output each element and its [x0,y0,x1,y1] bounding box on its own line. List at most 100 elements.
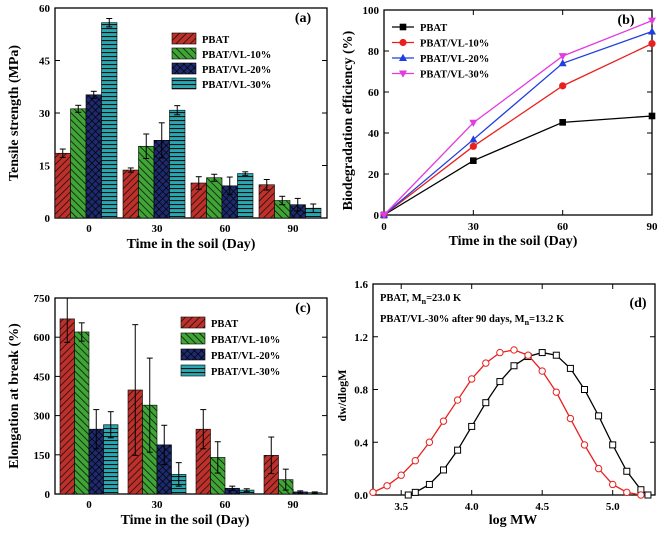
legend-swatch [180,316,206,329]
y-axis-label: Elongation at break (%) [7,323,22,469]
bar-PBAT [122,169,139,219]
data-point-PBAT/VL-30% [558,53,567,61]
x-tick-label: 90 [288,223,300,235]
y-tick-label: 0 [45,213,51,225]
data-point-1 [637,491,645,499]
data-point-1 [411,457,419,465]
y-axis-label: Tensile strength (MPa) [7,45,22,181]
legend-swatch [180,348,206,361]
data-point-1 [510,346,518,354]
legend-label: PBAT/VL-30% [202,80,271,91]
y-tick-label: 1.2 [354,332,368,344]
data-point-1 [439,417,448,425]
panel-2-frame [54,297,328,495]
data-point-1 [425,438,434,446]
data-point-1 [383,482,391,490]
data-point-1 [397,471,405,479]
data-point-PBAT/VL-10% [648,40,656,48]
data-point-1 [482,359,490,367]
x-tick-label: 0 [86,499,92,511]
y-tick-label: 0.4 [354,437,368,449]
data-point-0 [552,351,560,359]
legend-label: PBAT/VL-10% [420,39,489,50]
data-point-1 [566,414,575,423]
legend-swatch [171,47,197,60]
x-tick-label: 90 [288,499,300,511]
legend-marker [399,53,407,61]
data-point-PBAT/VL-20% [648,27,656,35]
panel-label: (d) [629,296,646,311]
x-tick-label: 4.0 [465,501,479,513]
legend-swatch [171,32,197,45]
x-tick-label: 3.5 [394,501,408,513]
y-tick-label: 60 [368,87,380,99]
x-tick-label: 30 [152,223,164,235]
y-tick-label: 0.0 [354,490,368,502]
data-point-0 [482,399,490,407]
bar-PBAT/VL-30% [101,22,118,219]
x-tick-label: 30 [468,221,480,233]
data-point-0 [454,446,462,454]
x-tick-label: 60 [220,223,232,235]
series-line-PBAT [383,115,653,216]
y-tick-label: 60 [39,3,51,15]
data-point-1 [609,480,617,489]
data-point-0 [595,412,603,420]
legend-label: PBAT/VL-10% [202,50,271,61]
x-tick-label: 60 [557,221,569,233]
bar-PBAT/VL-10% [70,108,87,219]
legend-marker [399,23,407,31]
data-point-0 [644,491,652,499]
legend-marker [399,70,407,78]
bar-PBAT/VL-30% [169,109,186,219]
legend-label: PBAT/VL-30% [420,70,489,81]
panel-b-frame [383,9,653,216]
data-point-PBAT/VL-10% [559,82,567,90]
x-axis-label: Time in the soil (Day) [121,513,250,528]
x-axis-label: Time in the soil (Day) [449,234,578,249]
y-tick-label: 20 [368,169,380,181]
x-tick-label: 30 [152,499,164,511]
data-point-PBAT/VL-10% [469,142,477,150]
legend-label: PBAT/VL-20% [420,54,489,65]
data-point-1 [453,396,462,404]
legend-swatch [180,332,206,345]
data-point-0 [404,491,412,499]
annotation-pbat: PBAT, Mn=23.0 K [380,293,462,306]
y-tick-label: 40 [368,128,380,140]
series-line-PBAT/VL-30% [383,20,653,216]
bar-PBAT/VL-10% [74,331,90,495]
panel-label: (b) [617,13,634,28]
data-point-1 [468,375,476,383]
y-tick-label: 15 [39,161,51,173]
data-point-0 [496,378,504,386]
data-point-0 [440,466,447,474]
data-point-PBAT/VL-30% [380,212,388,220]
y-axis-label: dw/dlogM [335,369,349,421]
data-point-0 [468,422,476,430]
legend-label: PBAT/VL-30% [211,367,280,378]
data-point-PBAT/VL-20% [469,135,478,143]
panel-label: (c) [295,301,311,316]
bar-PBAT/VL-20% [85,94,102,219]
data-point-1 [623,488,631,497]
y-tick-label: 300 [34,411,51,423]
data-point-0 [623,467,631,475]
x-tick-label: 5.0 [606,501,620,513]
x-tick-label: 0 [381,221,387,233]
data-point-1 [369,488,377,497]
legend-label: PBAT [420,23,447,34]
data-point-0 [425,480,433,488]
legend-marker [399,38,407,47]
y-tick-label: 750 [34,293,51,305]
data-point-PBAT [470,157,477,164]
y-tick-label: 450 [34,371,51,383]
y-tick-label: 150 [34,450,51,462]
legend-label: PBAT/VL-10% [211,335,280,346]
data-point-1 [580,441,589,449]
data-point-PBAT/VL-20% [558,59,567,67]
data-point-1 [496,348,504,357]
series-line-PBAT/VL-20% [383,30,653,216]
data-point-1 [594,464,603,473]
